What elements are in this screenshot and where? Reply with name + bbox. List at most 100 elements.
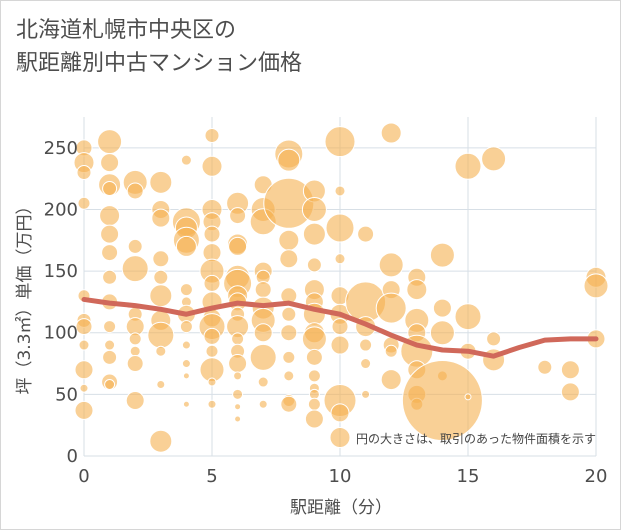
bubble-point — [233, 371, 243, 381]
bubble-point — [75, 318, 93, 336]
bubble-point — [257, 376, 269, 388]
bubble-point — [76, 164, 92, 180]
bubble-point — [258, 399, 268, 409]
bubble-point — [151, 208, 171, 228]
y-tick-label: 100 — [44, 323, 78, 344]
bubble-point — [201, 155, 223, 177]
bubble-point — [280, 324, 298, 342]
bubble-point — [307, 369, 321, 383]
bubble-point — [125, 391, 145, 411]
bubble-point — [560, 360, 580, 380]
bubble-point — [103, 320, 117, 334]
bubble-point — [182, 400, 190, 408]
bubble-point — [537, 359, 553, 375]
bubble-point — [304, 409, 324, 429]
bubble-point — [301, 196, 327, 222]
x-tick-label: 15 — [457, 466, 480, 487]
bubble-point — [429, 320, 455, 346]
bubble-point — [281, 306, 297, 322]
bubble-point — [149, 429, 173, 453]
bubble-point — [307, 397, 321, 411]
x-tick-label: 10 — [329, 466, 352, 487]
bubble-point — [79, 383, 89, 393]
bubble-point — [254, 281, 272, 299]
bubble-point — [129, 345, 141, 357]
bubble-point — [380, 122, 402, 144]
bubble-point — [305, 348, 323, 366]
bubble-point — [380, 369, 402, 391]
bubble-point — [147, 321, 175, 349]
y-axis-ticks: 0 50 100 150 200 250 — [44, 138, 78, 467]
bubble-point — [127, 238, 143, 254]
bubble-point — [101, 244, 119, 262]
bubble-point — [175, 235, 197, 257]
bubble-point — [401, 360, 483, 442]
bubble-point — [104, 379, 116, 391]
bubble-point — [334, 185, 346, 197]
y-tick-label: 200 — [44, 199, 78, 220]
bubble-point — [102, 269, 118, 285]
bubble-point — [74, 360, 94, 380]
bubble-point — [277, 148, 301, 172]
x-axis-ticks: 0 5 10 15 20 — [78, 466, 607, 487]
bubble-point — [102, 180, 118, 196]
bubble-point — [282, 350, 296, 364]
bubble-point — [149, 284, 173, 308]
bubble-point — [229, 207, 247, 225]
bubble-point — [454, 303, 482, 331]
bubble-point — [325, 213, 355, 243]
bubble-series — [73, 122, 609, 453]
bubble-point — [329, 427, 351, 449]
size-annotation: 円の大きさは、取引のあった物件面積を示す — [356, 431, 596, 446]
chart-title-line-2: 駅距離別中古マンション価格 — [16, 51, 303, 76]
bubble-point — [100, 224, 120, 244]
y-tick-label: 150 — [44, 261, 78, 282]
bubble-point — [181, 340, 191, 350]
bubble-point — [97, 129, 123, 155]
bubble-point — [360, 358, 372, 370]
bubble-point — [481, 146, 507, 172]
bubble-point — [179, 320, 193, 334]
bubble-point — [99, 205, 121, 227]
bubble-point — [406, 279, 428, 301]
bubble-point — [334, 253, 346, 265]
bubble-point — [454, 152, 482, 180]
bubble-point — [121, 255, 149, 283]
bubble-point — [181, 359, 191, 369]
bubble-point — [100, 153, 120, 173]
bubble-point — [179, 283, 193, 297]
bubble-point — [359, 338, 373, 352]
bubble-point — [249, 343, 277, 371]
bubble-point — [280, 395, 298, 413]
bubble-point — [156, 380, 166, 390]
bubble-point — [182, 372, 190, 380]
bubble-point — [204, 127, 220, 143]
bubble-point — [207, 377, 217, 387]
bubble-point — [278, 229, 300, 251]
chart-title-line-1: 北海道札幌市中央区の — [16, 18, 237, 43]
bubble-point — [126, 355, 144, 373]
bubble-point — [104, 339, 116, 351]
bubble-point — [375, 292, 407, 324]
bubble-point — [232, 388, 244, 400]
bubble-point — [283, 370, 295, 382]
bubble-point — [301, 326, 327, 352]
bubble-point — [203, 327, 221, 345]
bubble-point — [231, 332, 245, 346]
chart-title: 北海道札幌市中央区の 駅距離別中古マンション価格 — [16, 14, 302, 80]
bubble-point — [126, 182, 144, 200]
x-tick-label: 20 — [585, 466, 608, 487]
bubble-point — [583, 273, 609, 299]
bubble-point — [486, 331, 502, 347]
bubble-point — [207, 399, 217, 409]
bubble-point — [302, 222, 326, 246]
bubble-point — [357, 225, 375, 243]
bubble-point — [205, 344, 219, 358]
bubble-point — [378, 252, 404, 278]
bubble-point — [279, 249, 299, 269]
bubble-point — [432, 298, 452, 318]
bubble-point — [361, 389, 371, 399]
bubble-point — [253, 323, 273, 343]
bubble-point — [74, 400, 94, 420]
bubble-point — [77, 196, 91, 210]
